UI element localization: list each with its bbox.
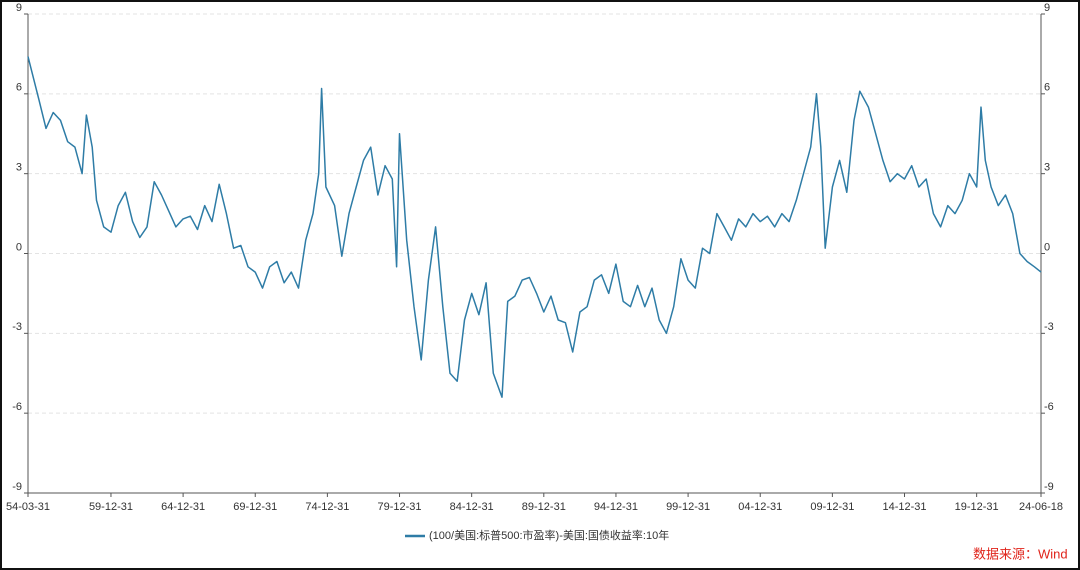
y2-tick-label: 3 [1044,162,1050,174]
y2-tick-label: 9 [1044,2,1050,14]
x-tick-label: 04-12-31 [738,501,782,513]
x-tick-label: 19-12-31 [955,501,999,513]
legend-label: (100/美国:标普500:市盈率)-美国:国债收益率:10年 [429,528,669,542]
y-tick-label: -3 [12,321,22,333]
x-tick-label: 94-12-31 [594,501,638,513]
y2-tick-label: -3 [1044,321,1054,333]
y-tick-label: 6 [16,82,22,94]
y2-tick-label: -6 [1044,401,1054,413]
y-tick-label: 0 [16,241,22,253]
y-tick-label: -6 [12,401,22,413]
y-tick-label: 3 [16,162,22,174]
y2-tick-label: 0 [1044,241,1050,253]
x-tick-label: 79-12-31 [378,501,422,513]
x-tick-label: 09-12-31 [810,501,854,513]
y2-tick-label: -9 [1044,481,1054,493]
series-line [27,56,1042,398]
x-tick-label: 24-06-18 [1019,501,1063,513]
x-tick-label: 69-12-31 [233,501,277,513]
y2-tick-label: 6 [1044,82,1050,94]
source-note: 数据来源：Wind [973,546,1068,561]
x-tick-label: 84-12-31 [450,501,494,513]
x-tick-label: 89-12-31 [522,501,566,513]
y-tick-label: 9 [16,2,22,14]
x-tick-label: 54-03-31 [6,501,50,513]
y-tick-label: -9 [12,481,22,493]
x-tick-label: 14-12-31 [882,501,926,513]
x-tick-label: 74-12-31 [305,501,349,513]
x-tick-label: 99-12-31 [666,501,710,513]
x-tick-label: 64-12-31 [161,501,205,513]
x-tick-label: 59-12-31 [89,501,133,513]
